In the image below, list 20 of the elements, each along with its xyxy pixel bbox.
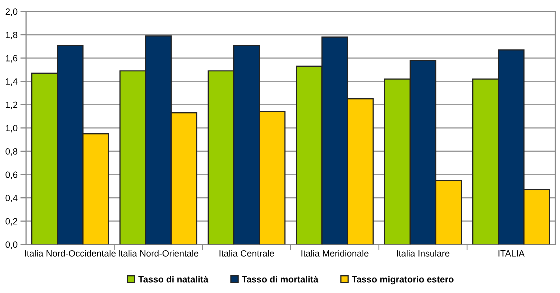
y-tick-label: 1,8 <box>6 32 18 40</box>
y-tick-label: 1,0 <box>6 125 18 133</box>
y-tick-label: 1,4 <box>6 78 18 86</box>
x-tick-label: Italia Insulare <box>397 250 450 257</box>
x-tick-label: Italia Centrale <box>220 250 274 257</box>
y-tick-label: 0,8 <box>6 148 18 156</box>
legend-label: Tasso di mortalità <box>242 276 319 283</box>
legend-label: Tasso migratorio estero <box>352 276 454 285</box>
x-tick-label: Italia Nord-Occidentale <box>25 250 116 257</box>
x-tick-label: Italia Nord-Orientale <box>119 250 199 257</box>
y-tick-label: 0,4 <box>6 195 18 202</box>
y-tick-label: 1,2 <box>6 102 18 110</box>
y-tick-label: 2,0 <box>6 8 18 16</box>
y-tick-label: 1,6 <box>6 55 18 63</box>
x-tick-label: Italia Meridionale <box>302 250 369 257</box>
x-tick-label: ITALIA <box>498 250 525 257</box>
y-tick-label: 0,6 <box>6 172 18 180</box>
y-tick-label: 0,0 <box>6 242 18 250</box>
legend-label: Tasso di natalità <box>138 276 209 283</box>
y-tick-label: 0,2 <box>6 218 18 226</box>
